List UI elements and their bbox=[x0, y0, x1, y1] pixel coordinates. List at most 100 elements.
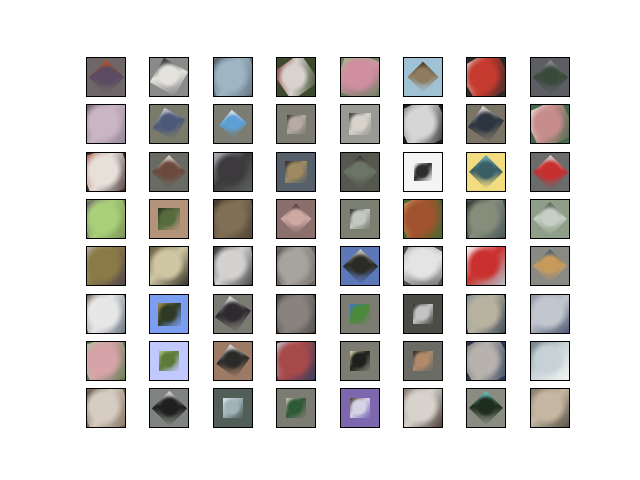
image-tile bbox=[276, 294, 316, 334]
image-tile bbox=[403, 246, 443, 286]
image-tile-content bbox=[223, 398, 243, 418]
image-tile-content bbox=[404, 389, 442, 427]
image-tile-content bbox=[214, 247, 252, 285]
image-tile-content bbox=[469, 391, 503, 425]
image-tile-content bbox=[218, 109, 248, 139]
image-tile-content bbox=[531, 342, 569, 380]
image-tile-content bbox=[158, 208, 180, 230]
image-tile bbox=[276, 199, 316, 239]
image-tile bbox=[530, 341, 570, 381]
image-tile bbox=[149, 57, 189, 97]
image-tile bbox=[86, 294, 126, 334]
image-tile-content bbox=[214, 295, 252, 333]
image-tile-content bbox=[280, 203, 312, 235]
image-tile bbox=[86, 246, 126, 286]
image-tile-content bbox=[342, 248, 378, 284]
image-tile-content bbox=[407, 61, 439, 93]
image-tile-content bbox=[159, 351, 179, 371]
image-tile bbox=[340, 57, 380, 97]
image-tile-content bbox=[467, 105, 505, 143]
image-tile bbox=[149, 341, 189, 381]
image-tile-content bbox=[87, 200, 125, 238]
image-tile bbox=[213, 152, 253, 192]
image-tile bbox=[149, 199, 189, 239]
image-tile bbox=[466, 152, 506, 192]
image-tile bbox=[530, 199, 570, 239]
image-tile bbox=[403, 57, 443, 97]
image-tile bbox=[340, 294, 380, 334]
image-tile bbox=[530, 57, 570, 97]
image-tile bbox=[466, 294, 506, 334]
image-tile-content bbox=[343, 155, 377, 189]
image-tile-content bbox=[413, 351, 433, 371]
image-tile bbox=[149, 246, 189, 286]
image-tile-content bbox=[88, 59, 124, 95]
image-tile bbox=[276, 152, 316, 192]
image-tile bbox=[530, 246, 570, 286]
image-tile bbox=[340, 388, 380, 428]
image-tile-content bbox=[533, 249, 567, 283]
image-tile-content bbox=[87, 247, 125, 285]
image-tile bbox=[213, 104, 253, 144]
image-tile bbox=[403, 104, 443, 144]
image-tile bbox=[403, 152, 443, 192]
image-tile-content bbox=[414, 163, 432, 181]
image-tile-content bbox=[467, 247, 505, 285]
image-tile-content bbox=[413, 304, 433, 324]
image-tile-content bbox=[350, 398, 370, 418]
image-tile bbox=[403, 388, 443, 428]
image-tile-content bbox=[467, 342, 505, 380]
image-tile bbox=[466, 104, 506, 144]
image-tile-content bbox=[214, 58, 252, 96]
image-tile-content bbox=[350, 304, 370, 324]
image-tile bbox=[530, 388, 570, 428]
image-tile-content bbox=[87, 105, 125, 143]
image-tile-content bbox=[531, 105, 569, 143]
image-tile bbox=[340, 199, 380, 239]
image-tile-content bbox=[150, 58, 188, 96]
image-tile bbox=[340, 341, 380, 381]
image-tile-content bbox=[350, 209, 370, 229]
image-tile bbox=[213, 246, 253, 286]
image-tile bbox=[213, 341, 253, 381]
image-tile-content bbox=[151, 390, 187, 426]
image-tile bbox=[86, 57, 126, 97]
image-tile bbox=[149, 104, 189, 144]
image-tile bbox=[276, 388, 316, 428]
image-tile bbox=[340, 104, 380, 144]
image-tile bbox=[86, 104, 126, 144]
image-tile bbox=[276, 57, 316, 97]
image-tile bbox=[466, 199, 506, 239]
image-tile bbox=[213, 199, 253, 239]
image-tile-content bbox=[277, 58, 315, 96]
image-tile bbox=[403, 199, 443, 239]
image-tile-content bbox=[214, 153, 252, 191]
image-tile-content bbox=[87, 342, 125, 380]
image-tile bbox=[276, 246, 316, 286]
image-tile-content bbox=[277, 342, 315, 380]
image-tile bbox=[466, 57, 506, 97]
image-tile-content bbox=[533, 202, 567, 236]
image-tile bbox=[403, 341, 443, 381]
image-tile-content bbox=[152, 107, 186, 141]
image-tile bbox=[530, 152, 570, 192]
image-tile bbox=[86, 199, 126, 239]
image-tile-content bbox=[216, 344, 250, 378]
image-tile-content bbox=[404, 200, 442, 238]
image-tile bbox=[466, 246, 506, 286]
image-tile-content bbox=[87, 389, 125, 427]
image-tile-content bbox=[157, 302, 181, 326]
image-tile-content bbox=[531, 295, 569, 333]
image-tile bbox=[340, 246, 380, 286]
image-tile-content bbox=[285, 161, 307, 183]
image-tile-content bbox=[350, 351, 370, 371]
image-tile bbox=[340, 152, 380, 192]
image-tile bbox=[466, 388, 506, 428]
image-tile-content bbox=[469, 155, 503, 189]
image-tile bbox=[276, 341, 316, 381]
image-tile bbox=[86, 152, 126, 192]
image-tile-content bbox=[349, 113, 371, 135]
image-tile-content bbox=[531, 389, 569, 427]
image-tile bbox=[276, 104, 316, 144]
